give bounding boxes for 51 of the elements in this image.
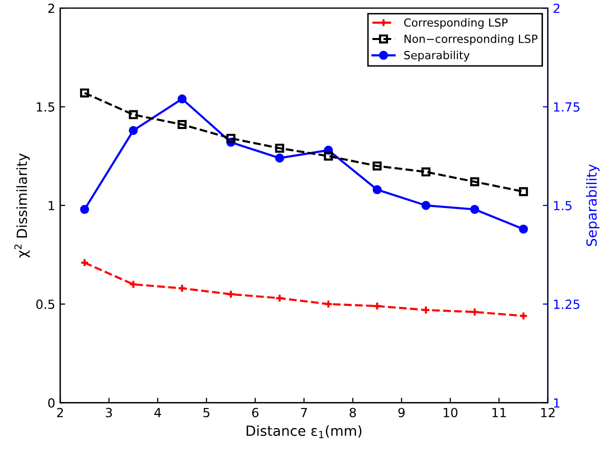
x-tick-label: 6	[252, 408, 258, 418]
point	[324, 152, 333, 161]
x-axis-title: Distance ε$_{1}$(mm)	[246, 425, 362, 438]
point	[128, 110, 138, 120]
point	[372, 161, 382, 170]
x-tick-label: 12	[541, 408, 555, 418]
y2-tick-label: 1.75	[554, 102, 580, 112]
x-tick-label: 8	[350, 408, 356, 418]
x-tick-label: 5	[203, 408, 210, 418]
point	[128, 280, 138, 289]
legend-label: Corresponding LSP	[404, 18, 508, 29]
x-tick-label: 3	[106, 408, 112, 418]
x-tick-label: 7	[301, 408, 307, 418]
point	[275, 294, 284, 303]
y-tick-label: 0	[48, 398, 55, 408]
point	[421, 167, 430, 176]
point	[80, 204, 90, 214]
point	[518, 224, 528, 234]
point	[178, 94, 187, 104]
y2-tick-label: 1.5	[554, 201, 572, 210]
point	[178, 120, 187, 130]
point	[372, 185, 382, 194]
x-tick-label: 11	[492, 408, 506, 418]
point	[421, 200, 430, 210]
point	[470, 204, 480, 214]
point	[80, 88, 90, 98]
point	[226, 134, 236, 143]
y-tick-label: 1.5	[36, 102, 54, 112]
y-tick-label: 1	[48, 201, 54, 210]
y-tick-label: 0.5	[36, 300, 54, 310]
legend-label: Separability	[404, 50, 470, 62]
x-tick-label: 9	[398, 408, 405, 418]
y-tick-label: 2	[48, 4, 54, 13]
point	[80, 258, 90, 268]
x-tick-label: 4	[154, 408, 161, 418]
point	[128, 126, 138, 135]
y2-tick-label: 2	[554, 4, 560, 13]
y2-tick-label: 1.25	[554, 300, 580, 310]
y2-axis-title: Separability	[586, 164, 600, 246]
y-axis-title: χ$^{2}$ Dissimilarity	[14, 153, 30, 258]
y2-tick-label: 1	[554, 398, 560, 408]
point	[226, 290, 236, 299]
point	[178, 284, 187, 293]
point	[275, 144, 284, 153]
legend-label: Non−corresponding LSP	[404, 34, 538, 46]
x-tick-label: 10	[444, 408, 458, 418]
x-tick-label: 2	[57, 408, 63, 418]
point	[421, 305, 430, 315]
point	[470, 177, 480, 186]
point	[275, 154, 284, 163]
point	[518, 187, 528, 196]
